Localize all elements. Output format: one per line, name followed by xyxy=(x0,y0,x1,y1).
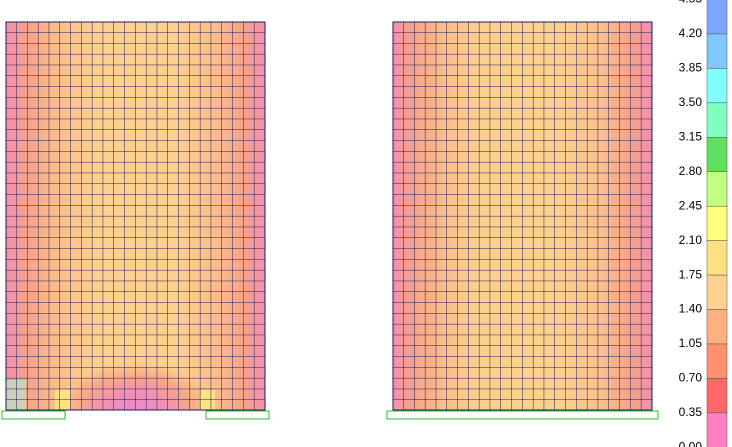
left-wall xyxy=(5,21,266,411)
legend-label: 1.75 xyxy=(679,267,703,281)
legend-swatch xyxy=(706,137,728,173)
legend-swatch xyxy=(706,33,728,69)
legend-label: 0.35 xyxy=(679,405,703,419)
left-supports xyxy=(1,410,270,420)
legend-label: 1.40 xyxy=(679,302,703,316)
legend-swatch xyxy=(706,274,728,310)
legend-label: 2.45 xyxy=(679,198,703,212)
legend-swatch xyxy=(706,68,728,104)
legend-swatch xyxy=(706,378,728,414)
legend-label: 0.70 xyxy=(679,371,703,385)
legend-label: 3.85 xyxy=(679,61,703,75)
legend-swatch xyxy=(706,309,728,345)
legend-swatch xyxy=(706,205,728,241)
right-supports xyxy=(386,410,659,420)
legend-label: 2.10 xyxy=(679,233,703,247)
legend-label: 4.55 xyxy=(679,0,703,6)
legend-swatch xyxy=(706,0,728,35)
legend-label: 0.00 xyxy=(679,440,703,447)
legend-label: 4.20 xyxy=(679,26,703,40)
legend-swatch xyxy=(706,240,728,276)
color-legend: 4.55 4.20 3.85 3.50 3.15 2.80 2.45 2.10 1.75 1.40… xyxy=(679,0,728,447)
legend-swatch xyxy=(706,171,728,207)
legend-label: 3.50 xyxy=(679,95,703,109)
legend-label: 2.80 xyxy=(679,164,703,178)
legend-swatch xyxy=(706,102,728,138)
legend-swatch xyxy=(706,343,728,379)
legend-label: 3.15 xyxy=(679,129,703,143)
legend-label: 1.05 xyxy=(679,336,703,350)
legend-swatch xyxy=(706,412,728,447)
right-wall xyxy=(392,21,653,411)
